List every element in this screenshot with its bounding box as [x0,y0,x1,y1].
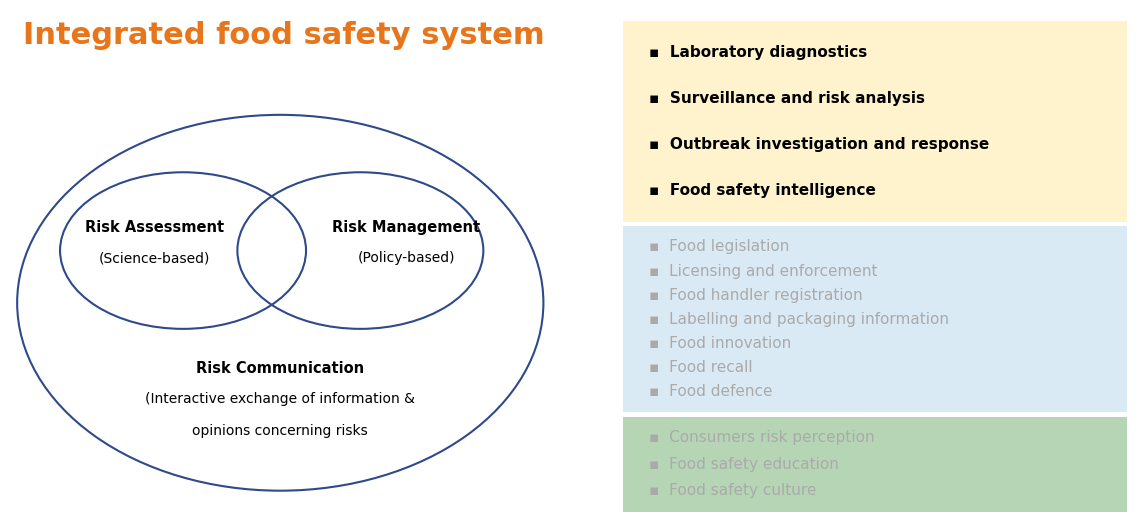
Text: ▪  Consumers risk perception: ▪ Consumers risk perception [649,430,874,445]
Text: (Interactive exchange of information &: (Interactive exchange of information & [145,393,415,406]
FancyBboxPatch shape [623,21,1127,222]
Text: ▪  Outbreak investigation and response: ▪ Outbreak investigation and response [649,137,988,152]
Text: ▪  Food safety education: ▪ Food safety education [649,457,839,471]
Text: (Science-based): (Science-based) [98,252,210,265]
Text: ▪  Food safety intelligence: ▪ Food safety intelligence [649,183,875,198]
Text: (Policy-based): (Policy-based) [357,252,455,265]
Text: ▪  Food handler registration: ▪ Food handler registration [649,288,863,303]
Text: Risk Assessment: Risk Assessment [85,220,224,234]
Text: ▪  Food innovation: ▪ Food innovation [649,336,791,351]
FancyBboxPatch shape [623,226,1127,412]
Text: opinions concerning risks: opinions concerning risks [192,424,368,437]
Text: ▪  Labelling and packaging information: ▪ Labelling and packaging information [649,312,948,327]
Text: ▪  Food safety culture: ▪ Food safety culture [649,483,816,498]
Text: ▪  Laboratory diagnostics: ▪ Laboratory diagnostics [649,45,867,60]
Text: Risk Management: Risk Management [332,220,480,234]
FancyBboxPatch shape [623,417,1127,512]
Text: Integrated food safety system: Integrated food safety system [23,21,545,50]
Text: ▪  Food recall: ▪ Food recall [649,360,753,375]
Text: ▪  Surveillance and risk analysis: ▪ Surveillance and risk analysis [649,91,924,106]
Text: Risk Communication: Risk Communication [197,361,364,375]
Text: ▪  Licensing and enforcement: ▪ Licensing and enforcement [649,264,877,279]
Text: ▪  Food defence: ▪ Food defence [649,384,772,399]
Text: ▪  Food legislation: ▪ Food legislation [649,240,789,254]
